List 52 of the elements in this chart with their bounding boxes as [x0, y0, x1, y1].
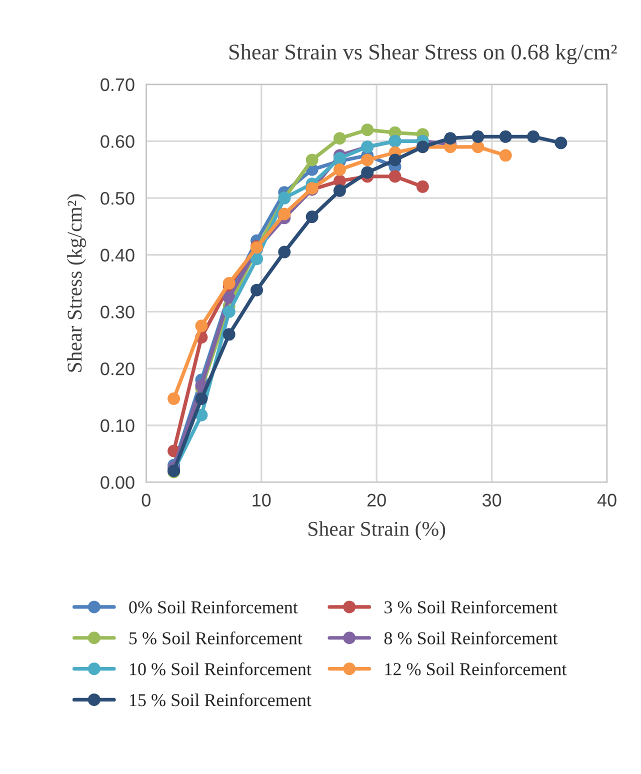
chart-title: Shear Strain vs Shear Stress on 0.68 kg/cm²: [229, 44, 617, 64]
y-tick-label: 0.00: [100, 476, 134, 489]
legend-label: 12 % Soil Reinforcement: [385, 662, 567, 676]
point: [499, 130, 512, 143]
point: [278, 246, 291, 258]
legend-label: 15 % Soil Reinforcement: [130, 693, 312, 706]
y-tick-label: 0.70: [100, 78, 134, 92]
point: [361, 124, 374, 136]
point: [168, 392, 180, 405]
point: [222, 277, 236, 290]
point: [388, 170, 402, 183]
point: [388, 154, 402, 166]
point: [499, 149, 512, 162]
point: [195, 392, 208, 405]
point: [416, 180, 429, 193]
point: [222, 305, 236, 318]
point: [527, 130, 540, 143]
x-tick-label: 40: [597, 494, 616, 507]
y-tick-label: 0.60: [100, 135, 134, 148]
point: [333, 163, 346, 176]
legend-label: 5 % Soil Reinforcement: [130, 631, 302, 644]
x-tick-label: 20: [367, 494, 386, 507]
y-tick-label: 0.50: [100, 192, 134, 205]
legend-label: 8 % Soil Reinforcement: [384, 631, 558, 644]
point: [222, 291, 236, 304]
y-axis-title: Shear Stress (kg/cm²): [67, 194, 86, 372]
point: [333, 132, 346, 145]
point: [333, 184, 346, 197]
point: [444, 132, 457, 145]
point: [472, 130, 484, 143]
y-tick-label: 0.30: [100, 306, 134, 318]
point: [361, 166, 374, 179]
x-tick-label: 0: [142, 494, 150, 507]
point: [250, 284, 264, 296]
point: [250, 252, 264, 266]
y-tick-label: 0.20: [100, 362, 134, 376]
y-tick-label: 0.10: [100, 419, 134, 432]
legend-label: 0% Soil Reinforcement: [129, 600, 298, 614]
point: [472, 140, 484, 154]
point: [222, 328, 236, 341]
x-tick-label: 30: [482, 494, 502, 507]
x-axis-title: Shear Strain (%): [308, 521, 446, 540]
legend-label: 3 % Soil Reinforcement: [384, 600, 558, 614]
legend-label: 10 % Soil Reinforcement: [130, 662, 312, 676]
x-tick-label: 10: [252, 494, 271, 507]
point: [361, 154, 374, 166]
point: [554, 136, 568, 150]
point: [333, 152, 346, 164]
point: [195, 320, 208, 332]
point: [306, 210, 318, 224]
y-tick-label: 0.40: [100, 248, 134, 262]
point: [306, 154, 318, 166]
